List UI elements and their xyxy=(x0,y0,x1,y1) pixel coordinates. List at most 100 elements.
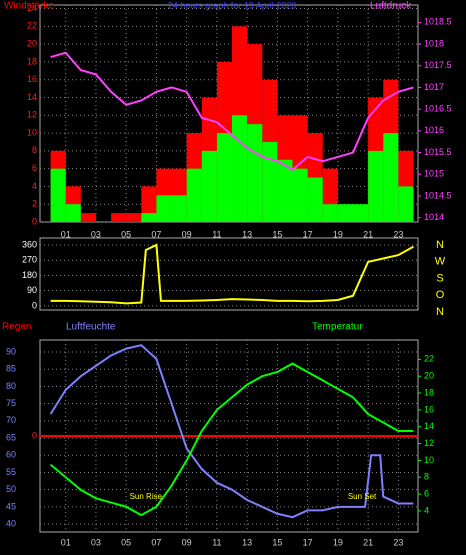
y-tick-label: 270 xyxy=(22,255,37,265)
legend-label: Luftdruck xyxy=(370,1,412,12)
series-line xyxy=(50,243,414,305)
y-tick-label: 0 xyxy=(32,300,37,310)
y-tick-label: 85 xyxy=(6,364,16,374)
wind-bar xyxy=(126,213,142,222)
x-tick-label: 01 xyxy=(61,229,71,239)
y-tick-label: 40 xyxy=(6,518,16,528)
y-tick-label: 80 xyxy=(6,381,16,391)
x-tick-label: 17 xyxy=(303,229,313,239)
y-tick-label: 55 xyxy=(6,467,16,477)
wind-bar xyxy=(65,204,81,222)
wind-bar xyxy=(277,159,293,222)
x-tick-label: 19 xyxy=(333,537,343,547)
x-tick-label: 13 xyxy=(242,537,252,547)
x-tick-label: 15 xyxy=(272,229,282,239)
x-tick-label: 21 xyxy=(363,537,373,547)
x-tick-label: 11 xyxy=(212,537,221,547)
y-tick-label: 18 xyxy=(27,56,37,66)
y2-tick-label: 12 xyxy=(424,438,434,448)
y-tick-label: 65 xyxy=(6,432,16,442)
y-tick-label: 2 xyxy=(32,199,37,209)
y-tick-label: 24 xyxy=(27,3,37,13)
chart-title: 24 hours graph for 19 April 2020 xyxy=(168,0,297,10)
direction-label: N xyxy=(436,306,444,318)
wind-bar xyxy=(262,141,278,222)
y3-tick-label: 0 xyxy=(32,430,37,440)
y2-tick-label: 18 xyxy=(424,387,434,397)
y2-tick-label: 1017.5 xyxy=(424,60,452,70)
y-tick-label: 16 xyxy=(27,74,37,84)
wind-bar xyxy=(307,177,323,222)
y2-tick-label: 14 xyxy=(424,421,434,431)
y2-tick-label: 4 xyxy=(424,505,429,515)
wind-bar xyxy=(232,115,248,222)
wind-bar xyxy=(186,168,202,222)
annotation: Sun Set xyxy=(348,492,377,501)
wind-bar xyxy=(337,204,353,222)
legend-label: Windstärke xyxy=(4,1,54,12)
series-line xyxy=(49,344,414,519)
y-tick-label: 70 xyxy=(6,415,16,425)
y2-tick-label: 1018.5 xyxy=(424,17,452,27)
wind-bar xyxy=(171,195,187,222)
y2-tick-label: 1016 xyxy=(424,125,444,135)
y-tick-label: 10 xyxy=(27,127,37,137)
y2-tick-label: 8 xyxy=(424,472,429,482)
wind-bar xyxy=(141,213,157,222)
wind-bar xyxy=(352,204,369,222)
x-tick-label: 05 xyxy=(121,229,131,239)
y-tick-label: 8 xyxy=(32,145,37,155)
wind-bar xyxy=(247,124,263,222)
y-tick-label: 180 xyxy=(22,270,37,280)
wind-bar xyxy=(322,204,338,222)
direction-label: S xyxy=(436,272,443,284)
y2-tick-label: 6 xyxy=(424,488,429,498)
annotation: Sun Rise xyxy=(130,492,163,501)
y-tick-label: 50 xyxy=(6,484,16,494)
legend-label: Luftfeuchte xyxy=(66,322,116,333)
direction-label: W xyxy=(435,256,446,268)
series-line xyxy=(50,51,414,172)
wind-bar xyxy=(216,133,233,222)
y2-tick-label: 10 xyxy=(424,455,434,465)
y2-tick-label: 1016.5 xyxy=(424,104,452,114)
y-tick-label: 0 xyxy=(32,216,37,226)
y-tick-label: 22 xyxy=(27,21,37,31)
y2-tick-label: 20 xyxy=(424,371,434,381)
x-tick-label: 17 xyxy=(303,537,313,547)
x-tick-label: 03 xyxy=(91,229,101,239)
wind-bar xyxy=(80,213,96,222)
y2-tick-label: 1014.5 xyxy=(424,190,452,200)
y-tick-label: 20 xyxy=(27,39,37,49)
y-tick-label: 45 xyxy=(6,501,16,511)
x-tick-label: 01 xyxy=(61,537,71,547)
x-tick-label: 07 xyxy=(151,537,161,547)
x-tick-label: 23 xyxy=(393,537,403,547)
y-tick-label: 6 xyxy=(32,163,37,173)
x-tick-label: 15 xyxy=(272,537,282,547)
y2-tick-label: 1018 xyxy=(424,38,444,48)
y2-tick-label: 1015 xyxy=(424,169,444,179)
x-tick-label: 21 xyxy=(363,229,373,239)
x-tick-label: 09 xyxy=(182,537,192,547)
y2-tick-label: 1017 xyxy=(424,82,444,92)
wind-bar xyxy=(201,150,217,222)
x-tick-label: 09 xyxy=(182,229,192,239)
wind-bar xyxy=(292,168,308,222)
y2-tick-label: 16 xyxy=(424,404,434,414)
wind-bar xyxy=(111,213,127,222)
legend-label: Temperatur xyxy=(312,322,363,333)
x-tick-label: 11 xyxy=(212,229,221,239)
y-tick-label: 60 xyxy=(6,450,16,460)
y-tick-label: 12 xyxy=(27,110,37,120)
wind-bar xyxy=(368,150,384,222)
x-tick-label: 07 xyxy=(151,229,161,239)
wind-bar xyxy=(383,133,399,222)
wind-bar xyxy=(398,186,414,222)
wind-bar xyxy=(50,168,66,222)
x-tick-label: 03 xyxy=(91,537,101,547)
y-tick-label: 75 xyxy=(6,398,16,408)
direction-label: O xyxy=(436,289,445,301)
wind-bar xyxy=(156,195,172,222)
